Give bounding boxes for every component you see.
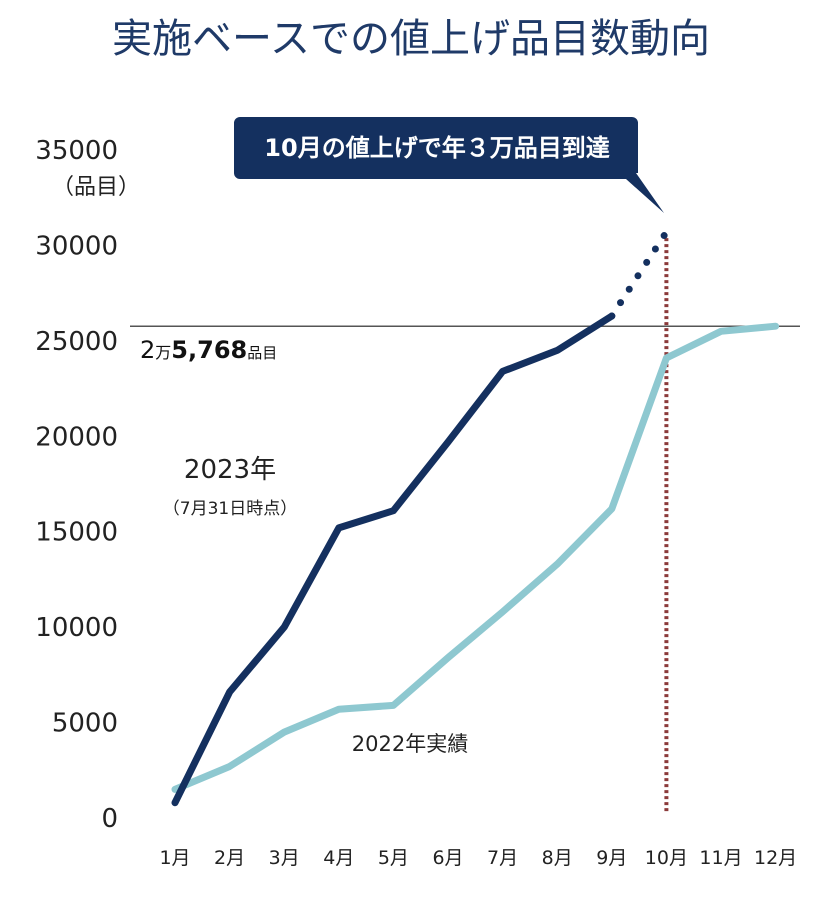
callout-bubble <box>234 117 664 213</box>
x-tick-label: 11月 <box>699 847 742 869</box>
series-label-2022: 2022年実績 <box>352 732 468 756</box>
ref-label-part: 2 <box>140 336 155 364</box>
ref-label-part: 5,768 <box>171 336 247 364</box>
series-projection-line <box>612 232 667 316</box>
x-tick-label: 7月 <box>487 847 518 869</box>
series-line <box>175 326 776 789</box>
callout: 10月の値上げで年３万品目到達 <box>234 117 664 213</box>
chart-title: 実施ベースでの値上げ品目数動向 <box>112 16 710 62</box>
y-axis-label: （品目） <box>52 175 140 200</box>
y-tick-label: 0 <box>101 804 118 834</box>
x-tick-label: 3月 <box>269 847 300 869</box>
x-axis: 1月 2月 3月 4月 5月 6月 7月 8月 9月 10月 11月 12月 <box>159 847 797 869</box>
y-tick-label: 20000 <box>35 422 118 452</box>
series-sublabel-2023: （7月31日時点） <box>163 499 297 519</box>
y-tick-label: 5000 <box>52 709 118 739</box>
y-tick-label: 35000 <box>35 136 118 166</box>
y-axis: 0 5000 10000 15000 20000 25000 30000 35000 <box>35 136 118 834</box>
y-tick-label: 15000 <box>35 518 118 548</box>
ref-label-part: 品目 <box>247 344 277 362</box>
y-tick-label: 25000 <box>35 327 118 357</box>
series-label-2023: 2023年 <box>184 455 276 485</box>
reference-line-label: 2万5,768品目 <box>140 336 277 364</box>
x-tick-label: 9月 <box>596 847 627 869</box>
x-tick-label: 12月 <box>754 847 797 869</box>
ref-label-part: 万 <box>155 343 171 362</box>
x-tick-label: 4月 <box>323 847 354 869</box>
x-tick-label: 1月 <box>159 847 190 869</box>
y-tick-label: 30000 <box>35 231 118 261</box>
x-tick-label: 6月 <box>432 847 463 869</box>
x-tick-label: 10月 <box>645 847 688 869</box>
x-tick-label: 5月 <box>378 847 409 869</box>
x-tick-label: 2月 <box>214 847 245 869</box>
series-line <box>175 316 612 803</box>
x-tick-label: 8月 <box>542 847 573 869</box>
y-tick-label: 10000 <box>35 613 118 643</box>
callout-text: 10月の値上げで年３万品目到達 <box>264 134 609 162</box>
